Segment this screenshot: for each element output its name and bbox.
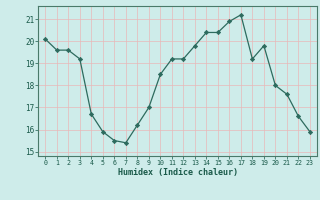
X-axis label: Humidex (Indice chaleur): Humidex (Indice chaleur) bbox=[118, 168, 238, 177]
